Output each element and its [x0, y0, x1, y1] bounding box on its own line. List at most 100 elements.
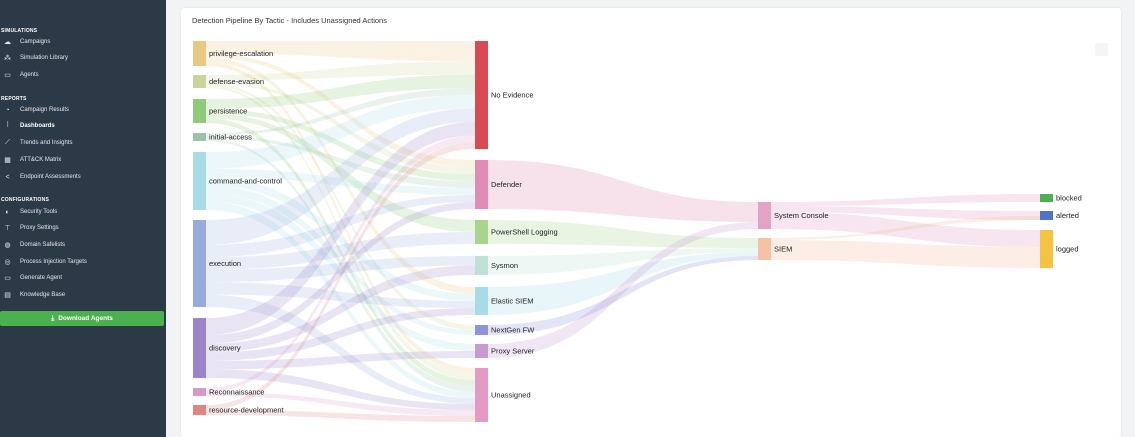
sankey-link: [488, 160, 758, 222]
sankey-label-command-and-control: command-and-control: [209, 177, 282, 186]
sidebar-item-label: Trends and Insights: [20, 140, 73, 146]
sankey-node-defense-evasion[interactable]: [193, 75, 206, 88]
sankey-node-nextgen-fw[interactable]: [475, 325, 488, 335]
sankey-link: [206, 369, 475, 410]
sankey-node-command-and-control[interactable]: [193, 152, 206, 210]
sankey-label-reconnaissance: Reconnaissance: [209, 388, 264, 397]
sankey-link: [206, 113, 475, 232]
sankey-node-blocked[interactable]: [1040, 194, 1053, 202]
sankey-label-privilege-escalation: privilege-escalation: [209, 49, 273, 58]
sankey-label-blocked: blocked: [1056, 194, 1082, 203]
sidebar-item-label: Security Tools: [20, 209, 58, 215]
chart-menu-button[interactable]: [1095, 43, 1108, 56]
sankey-label-siem: SIEM: [774, 245, 792, 254]
sankey-link: [206, 88, 475, 136]
sankey-label-sysmon: Sysmon: [491, 261, 518, 270]
sankey-node-unassigned[interactable]: [475, 368, 488, 422]
cloud-icon: ☁: [4, 39, 11, 46]
sankey-node-elastic-siem[interactable]: [475, 287, 488, 315]
section-configurations: CONFIGURATIONS: [1, 197, 49, 203]
sankey-link: [206, 138, 475, 392]
sidebar-item-proxy-settings[interactable]: ⊤ Proxy Settings: [4, 221, 162, 235]
sankey-link: [206, 232, 475, 270]
sankey-link: [206, 61, 475, 78]
sankey-node-resource-development[interactable]: [193, 405, 206, 415]
sankey-link: [206, 135, 475, 392]
sankey-link: [206, 351, 475, 370]
sankey-label-resource-development: resource-development: [209, 406, 285, 415]
sankey-link: [206, 122, 475, 327]
sidebar-item-generate-agent[interactable]: ▭ Generate Agent: [4, 271, 162, 285]
download-agents-label: Download Agents: [58, 315, 113, 322]
sankey-node-defender[interactable]: [475, 160, 488, 209]
share-icon: <: [5, 173, 10, 181]
sankey-label-persistence: persistence: [209, 107, 247, 116]
book-icon: ▤: [4, 292, 11, 299]
sankey-link: [771, 240, 1040, 268]
sankey-link: [771, 206, 1040, 220]
sankey-link: [206, 61, 475, 374]
proxy-icon: ⊤: [4, 225, 11, 232]
sidebar-item-campaigns[interactable]: ☁ Campaigns: [4, 35, 162, 49]
sankey-link: [488, 248, 758, 275]
sidebar-item-process-injection[interactable]: ◎ Process Injection Targets: [4, 255, 162, 269]
sankey-node-no-evidence[interactable]: [475, 41, 488, 149]
sankey-link: [206, 53, 475, 167]
sankey-link: [206, 108, 475, 181]
sankey-link: [206, 202, 475, 344]
sidebar-item-trends[interactable]: ⟋ Trends and Insights: [4, 136, 162, 150]
sankey-link: [206, 185, 475, 335]
sankey-links: [206, 41, 1040, 422]
sidebar-item-label: Endpoint Assessments: [20, 174, 81, 180]
sankey-node-persistence[interactable]: [193, 99, 206, 123]
sankey-node-powershell-logging[interactable]: [475, 220, 488, 244]
sankey-link: [206, 108, 475, 233]
sankey-link: [206, 115, 475, 245]
sidebar-item-campaign-results[interactable]: ◔ Campaign Results: [4, 103, 162, 117]
sankey-label-discovery: discovery: [209, 344, 241, 353]
sankey-link: [206, 101, 475, 169]
sidebar-item-domain-safelists[interactable]: ◍ Domain Safelists: [4, 238, 162, 252]
sankey-node-execution[interactable]: [193, 220, 206, 307]
sankey-link: [206, 49, 475, 62]
sankey-link: [206, 168, 475, 195]
sankey-link: [771, 194, 1040, 206]
sankey-node-initial-access[interactable]: [193, 133, 206, 141]
sidebar-item-dashboards[interactable]: ⫶ Dashboards: [4, 119, 162, 133]
sankey-node-reconnaissance[interactable]: [193, 388, 206, 396]
sankey-node-privilege-escalation[interactable]: [193, 41, 206, 66]
sidebar-item-label: Campaign Results: [20, 107, 70, 113]
sankey-node-logged[interactable]: [1040, 230, 1053, 268]
sankey-link: [206, 294, 475, 404]
sidebar-item-attack-matrix[interactable]: ▦ ATT&CK Matrix: [4, 153, 162, 167]
sankey-label-elastic-siem: Elastic SIEM: [491, 297, 534, 306]
sankey-link: [206, 193, 475, 351]
sidebar-item-label: Campaigns: [20, 39, 51, 45]
sidebar-item-knowledge-base[interactable]: ▤ Knowledge Base: [4, 288, 162, 302]
sankey-label-initial-access: initial-access: [209, 133, 252, 142]
shield-icon: ◐: [5, 208, 10, 216]
sankey-node-sysmon[interactable]: [475, 256, 488, 275]
sidebar-item-simulation-library[interactable]: ⁂ Simulation Library: [4, 51, 162, 65]
pie-icon: ◔: [5, 106, 10, 114]
sankey-link: [488, 252, 758, 315]
sankey-node-proxy-server[interactable]: [475, 344, 488, 358]
sankey-node-alerted[interactable]: [1040, 211, 1053, 220]
target-icon: ◎: [4, 259, 11, 266]
sankey-node-siem[interactable]: [758, 238, 771, 260]
sidebar-item-endpoint-assessments[interactable]: < Endpoint Assessments: [4, 170, 162, 184]
sankey-node-discovery[interactable]: [193, 318, 206, 378]
sankey-link: [206, 80, 475, 174]
sankey-link: [206, 142, 475, 410]
sankey-label-execution: execution: [209, 259, 241, 268]
sankey-link: [488, 222, 758, 358]
sankey-label-system-console: System Console: [774, 211, 829, 220]
sidebar-item-agents[interactable]: ▭ Agents: [4, 68, 162, 82]
sidebar-item-security-tools[interactable]: ◐ Security Tools: [4, 205, 162, 219]
sankey-link: [488, 256, 758, 335]
sankey-node-system-console[interactable]: [758, 202, 771, 229]
download-agents-button[interactable]: ⤓ Download Agents: [0, 311, 164, 326]
sankey-link: [206, 45, 475, 55]
library-icon: ⁂: [4, 55, 11, 62]
